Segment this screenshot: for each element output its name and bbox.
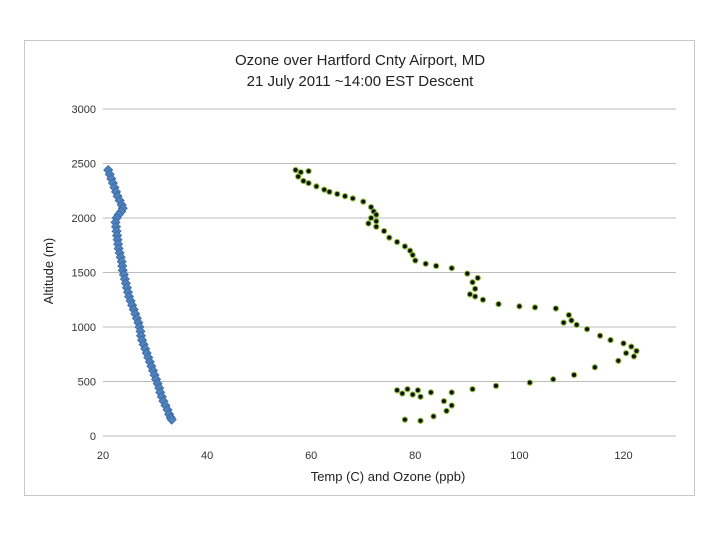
y-tick-label: 2500 — [72, 159, 96, 171]
ozone-point — [373, 218, 380, 225]
ozone-point — [313, 183, 320, 190]
ozone-point — [393, 387, 401, 394]
ozone-point — [448, 264, 455, 272]
ozone-point — [516, 303, 523, 310]
ozone-point — [401, 416, 409, 423]
x-axis-title: Temp (C) and Ozone (ppb) — [311, 469, 466, 484]
ozone-point — [474, 274, 481, 282]
chart-subtitle: 21 July 2011 ~14:00 EST Descent — [246, 73, 474, 90]
ozone-point — [365, 220, 372, 227]
ozone-point — [341, 193, 349, 200]
ozone-point — [380, 227, 388, 235]
ozone-point — [443, 407, 450, 415]
ozone-point — [292, 166, 299, 174]
ozone-point — [531, 304, 539, 311]
ozone-point — [409, 251, 416, 259]
x-tick-label: 60 — [305, 450, 317, 462]
ozone-point — [596, 332, 604, 339]
y-tick-label: 500 — [78, 377, 96, 389]
ozone-point — [404, 385, 411, 393]
ozone-point — [573, 321, 580, 328]
tick-labels: 0 500 1000 1500 2000 2500 3000 20 40 60 80 100 120 — [72, 104, 633, 462]
chart-title: Ozone over Hartford Cnty Airport, MD — [234, 52, 486, 69]
ozone-point — [469, 279, 476, 286]
ozone-point — [326, 188, 333, 195]
ozone-point — [409, 391, 416, 398]
ozone-point — [526, 379, 533, 386]
ozone-point — [412, 257, 419, 264]
ozone-point — [620, 340, 627, 347]
ozone-point — [495, 300, 502, 308]
ozone-point — [414, 387, 422, 394]
y-tick-label: 0 — [90, 431, 96, 443]
ozone-point — [448, 402, 455, 409]
ozone-point — [570, 371, 578, 379]
y-tick-label: 1500 — [72, 268, 96, 280]
ozone-point — [607, 336, 614, 344]
ozone-point — [440, 397, 448, 405]
ozone-point — [367, 214, 375, 222]
series-temperature — [103, 164, 177, 425]
ozone-point — [386, 234, 393, 241]
ozone-point — [422, 260, 429, 267]
ozone-point — [417, 417, 424, 424]
ozone-point — [469, 385, 476, 393]
ozone-point — [401, 243, 409, 250]
ozone-point — [373, 211, 380, 218]
ozone-point — [430, 413, 437, 420]
ozone-point — [552, 305, 559, 312]
ozone-point — [622, 350, 630, 357]
ozone-point — [373, 223, 380, 230]
ozone-point — [550, 376, 557, 383]
ozone-point — [565, 311, 572, 319]
ozone-point — [393, 238, 401, 246]
ozone-point — [360, 198, 367, 205]
ozone-point — [472, 293, 479, 300]
ozone-point — [464, 270, 471, 277]
ozone-point — [321, 186, 328, 193]
gridlines — [103, 108, 676, 437]
ozone-point — [583, 326, 591, 333]
ozone-point — [305, 179, 312, 187]
ozone-point — [560, 319, 567, 326]
x-tick-label: 100 — [510, 450, 528, 462]
y-tick-label: 2000 — [72, 213, 96, 225]
ozone-point — [300, 177, 307, 185]
ozone-point — [305, 167, 312, 175]
ozone-point — [492, 382, 500, 390]
ozone-point — [427, 389, 435, 396]
ozone-point — [432, 262, 440, 270]
ozone-point — [479, 296, 487, 303]
ozone-point — [568, 317, 575, 324]
chart-frame — [24, 40, 695, 496]
series-ozone — [292, 166, 640, 424]
ozone-point — [417, 393, 424, 400]
x-tick-label: 120 — [614, 450, 632, 462]
ozone-point — [349, 195, 356, 202]
x-tick-label: 40 — [201, 450, 213, 462]
ozone-point — [630, 353, 638, 360]
ozone-point — [615, 357, 622, 364]
ozone-point — [591, 364, 599, 371]
ozone-point — [472, 285, 479, 292]
ozone-point — [295, 173, 302, 180]
y-tick-label: 1000 — [72, 322, 96, 334]
ozone-point — [399, 390, 406, 397]
y-tick-label: 3000 — [72, 104, 96, 116]
ozone-point — [628, 343, 635, 350]
x-tick-label: 20 — [97, 450, 109, 462]
ozone-point — [448, 389, 455, 396]
data-series — [103, 164, 640, 425]
y-axis-title: Altitude (m) — [41, 238, 56, 304]
temp-point — [166, 414, 177, 425]
ozone-point — [633, 347, 640, 355]
ozone-point — [334, 190, 341, 198]
x-tick-label: 80 — [409, 450, 421, 462]
ozone-point — [466, 291, 474, 298]
